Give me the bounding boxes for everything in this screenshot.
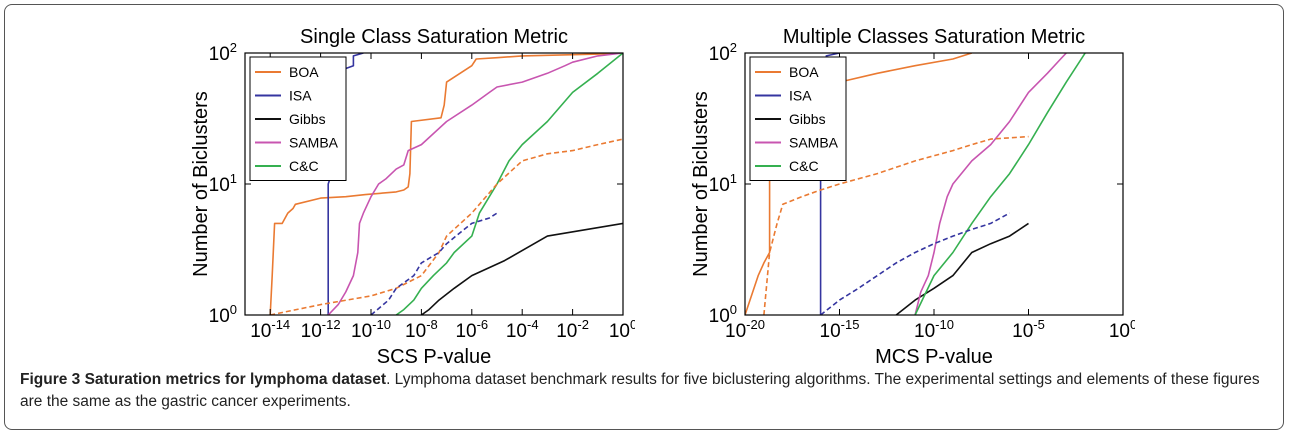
caption-title: Figure 3 Saturation metrics for lymphoma… — [20, 371, 387, 388]
x-tick-label: 10-20 — [725, 317, 765, 342]
series-line-dashed-5 — [270, 138, 623, 315]
legend-label-isa: ISA — [289, 88, 312, 104]
x-tick-label: 10-15 — [820, 317, 860, 342]
series-line-dashed-6 — [370, 212, 498, 315]
chart-single-class: Single Class Saturation Metric 10-14 10-12… — [185, 13, 637, 370]
x-tick-label: 10-10 — [914, 317, 954, 342]
y-axis-label: Number of Biclusters — [690, 91, 712, 277]
y-tick-label: 102 — [709, 40, 737, 65]
x-tick-label: 10-2 — [556, 317, 589, 342]
x-axis-label: SCS P-value — [377, 346, 492, 365]
y-tick-label: 100 — [209, 302, 237, 327]
x-tick-label: 10-5 — [1012, 317, 1045, 342]
y-tick-label: 101 — [709, 171, 737, 196]
legend-label-gibbs: Gibbs — [289, 111, 326, 127]
x-tick-label: 10-6 — [455, 317, 488, 342]
chart-title: Multiple Classes Saturation Metric — [783, 26, 1085, 48]
x-axis-label: MCS P-value — [875, 346, 993, 365]
series-line-gibbs — [420, 222, 623, 315]
series-line-boa — [269, 53, 623, 315]
series-line-dashed-6 — [820, 212, 1010, 315]
x-tick-label: 100 — [1109, 317, 1135, 342]
x-tick-label: 10-10 — [351, 317, 391, 342]
legend: BOA ISA Gibbs SAMBA C&C — [749, 56, 847, 181]
legend-label-c-c: C&C — [289, 158, 319, 174]
legend-label-gibbs: Gibbs — [789, 111, 826, 127]
x-tick-label: 10-14 — [250, 317, 290, 342]
x-tick-label: 10-4 — [506, 317, 539, 342]
legend-label-samba: SAMBA — [789, 135, 839, 151]
legend-label-isa: ISA — [789, 88, 812, 104]
y-axis-label: Number of Biclusters — [190, 91, 212, 277]
legend-label-boa: BOA — [789, 64, 819, 80]
series-line-dashed-5 — [763, 135, 1029, 315]
x-tick-label: 100 — [609, 317, 635, 342]
series-line-samba — [327, 53, 623, 315]
chart-multiple-classes: Multiple Classes Saturation Metric 10-20 1… — [685, 13, 1137, 370]
chart-svg: Single Class Saturation Metric 10-14 10-12… — [190, 26, 637, 368]
series-line-samba — [914, 53, 1067, 315]
figure-caption: Figure 3 Saturation metrics for lymphoma… — [20, 369, 1270, 413]
x-tick-label: 10-12 — [301, 317, 341, 342]
caption-text: . Lymphoma dataset benchmark results for… — [20, 371, 1260, 410]
legend: BOA ISA Gibbs SAMBA C&C — [249, 56, 347, 181]
y-tick-label: 101 — [209, 171, 237, 196]
x-tick-label: 10-8 — [405, 317, 438, 342]
series-line-gibbs — [895, 222, 1029, 315]
y-tick-label: 100 — [709, 302, 737, 327]
chart-title: Single Class Saturation Metric — [300, 26, 568, 48]
legend-label-c-c: C&C — [789, 158, 819, 174]
figure-frame: Single Class Saturation Metric 10-14 10-12… — [4, 4, 1284, 430]
legend-label-boa: BOA — [289, 64, 319, 80]
series-line-c-c — [914, 53, 1086, 315]
legend-label-samba: SAMBA — [289, 135, 339, 151]
y-tick-label: 102 — [209, 40, 237, 65]
series-line-c-c — [395, 53, 623, 315]
